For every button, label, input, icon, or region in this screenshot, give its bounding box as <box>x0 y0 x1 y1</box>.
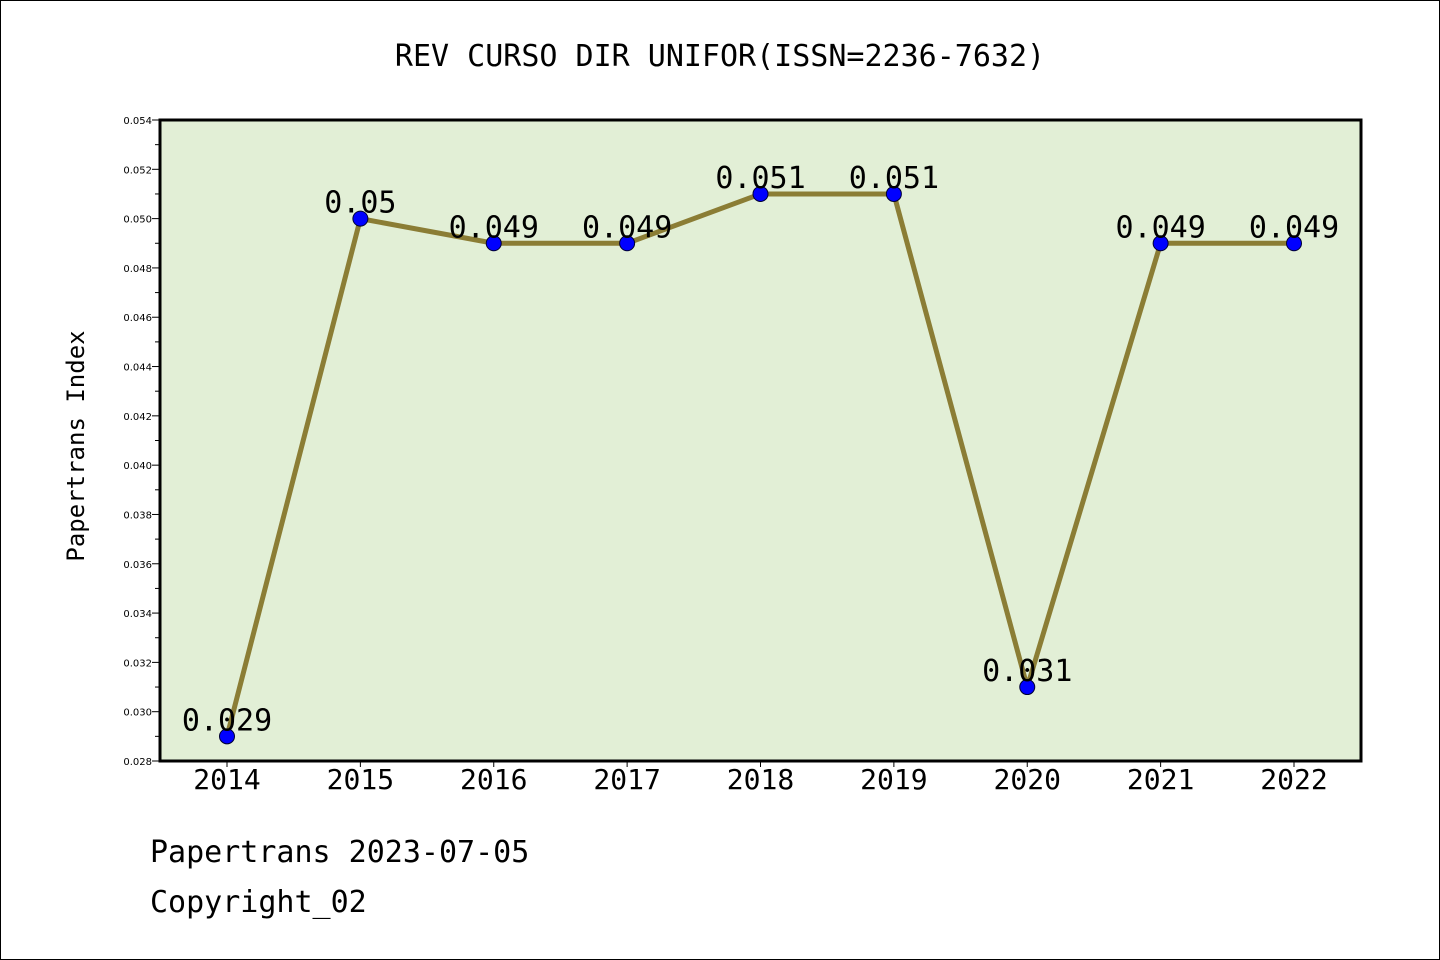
data-label: 0.051 <box>715 161 805 196</box>
data-point <box>1152 235 1169 252</box>
data-label: 0.049 <box>1115 210 1205 245</box>
y-tick-label: 0.044 <box>123 363 152 374</box>
data-point <box>752 185 769 202</box>
y-tick-label: 0.034 <box>123 609 152 620</box>
data-label: 0.031 <box>982 654 1072 689</box>
data-point <box>885 185 902 202</box>
data-point <box>219 728 235 745</box>
y-tick-label: 0.048 <box>123 264 152 275</box>
chart-title: REV CURSO DIR UNIFOR(ISSN=2236-7632) <box>395 39 1045 74</box>
footer-date: Papertrans 2023-07-05 <box>150 835 530 870</box>
y-tick-label: 0.046 <box>123 313 152 324</box>
data-point <box>1286 235 1302 252</box>
x-tick-label: 2022 <box>1260 763 1327 796</box>
y-tick-label: 0.052 <box>123 165 152 176</box>
data-point <box>352 210 369 227</box>
data-point <box>1019 679 1036 696</box>
data-labels: 0.029 0.05 0.049 0.049 0.051 0.051 0.031 0.049 0… <box>182 161 1339 738</box>
x-tick-label: 2018 <box>727 763 794 796</box>
y-tick-label: 0.040 <box>123 461 152 472</box>
data-label: 0.049 <box>1249 210 1339 245</box>
y-tick-label: 0.054 <box>123 116 152 127</box>
x-tick-label: 2014 <box>193 763 260 796</box>
data-point <box>485 235 502 252</box>
x-tick-label: 2021 <box>1127 763 1194 796</box>
y-tick-label: 0.032 <box>123 658 152 669</box>
data-label: 0.051 <box>849 161 939 196</box>
footer-copyright: Copyright_02 <box>150 885 367 920</box>
y-tick-label: 0.050 <box>123 215 152 226</box>
data-label: 0.029 <box>182 703 272 738</box>
y-axis-label: Papertrans Index <box>62 330 90 561</box>
y-tick-label: 0.038 <box>123 510 152 521</box>
data-label: 0.05 <box>324 186 396 221</box>
x-tick-label: 2017 <box>593 763 660 796</box>
y-tick-label: 0.036 <box>123 560 152 571</box>
y-tick-label: 0.028 <box>123 757 152 768</box>
data-label: 0.049 <box>449 210 539 245</box>
x-tick-label: 2020 <box>994 763 1061 796</box>
data-label: 0.049 <box>582 210 672 245</box>
y-axis-ticks: 0.028 0.030 0.032 0.034 0.036 0.038 0.040 0.042… <box>123 116 160 768</box>
y-tick-label: 0.042 <box>123 412 152 423</box>
x-tick-label: 2019 <box>860 763 927 796</box>
data-point <box>619 235 636 252</box>
y-tick-label: 0.030 <box>123 708 152 719</box>
x-axis-ticks: 2014 2015 2016 2017 2018 2019 2020 2021 2022 <box>193 761 1328 796</box>
x-tick-label: 2015 <box>327 763 394 796</box>
series-group <box>219 185 1302 745</box>
x-tick-label: 2016 <box>460 763 527 796</box>
